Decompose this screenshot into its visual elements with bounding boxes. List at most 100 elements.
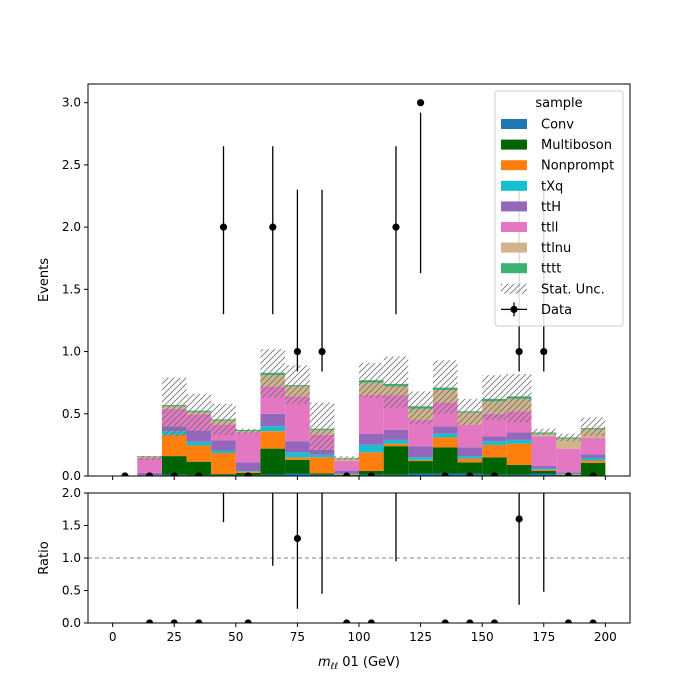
stat-unc-17 bbox=[531, 428, 557, 435]
main-y-tick-label: 1.0 bbox=[62, 345, 81, 359]
data-point-5 bbox=[244, 472, 252, 476]
ratio-point-1 bbox=[170, 619, 178, 623]
bar-tth-7 bbox=[285, 441, 310, 453]
main-y-tick-label: 2.0 bbox=[62, 220, 81, 234]
ratio-x-tick-label: 175 bbox=[532, 630, 555, 644]
legend-label-nonprompt: Nonprompt bbox=[541, 159, 614, 174]
ratio-x-tick-label: 100 bbox=[348, 630, 371, 644]
bar-nonprompt-5 bbox=[235, 471, 261, 473]
main-y-ticks: 0.0 0.5 1.0 1.5 2.0 2.5 3.0 bbox=[62, 96, 88, 483]
bar-multiboson-3 bbox=[186, 461, 212, 476]
stat-unc-7 bbox=[285, 365, 310, 404]
legend-label-data: Data bbox=[541, 303, 572, 318]
ratio-point-2 bbox=[195, 619, 203, 623]
ratio-point-17 bbox=[589, 619, 597, 623]
stat-unc-14 bbox=[457, 398, 483, 425]
bar-multiboson-14 bbox=[457, 462, 483, 474]
ratio-axes-frame bbox=[87, 492, 631, 624]
data-point-10 bbox=[367, 472, 375, 476]
data-point-9 bbox=[343, 472, 351, 476]
x-axis-label-prefix: m bbox=[318, 655, 331, 670]
ratio-point-6 bbox=[293, 534, 302, 543]
legend-swatch-nonprompt bbox=[501, 160, 527, 171]
legend-title: sample bbox=[535, 96, 582, 111]
stat-unc-16 bbox=[506, 373, 532, 423]
legend-label-multiboson: Multiboson bbox=[541, 138, 612, 153]
bar-tth-4 bbox=[211, 440, 236, 451]
bar-ttll-9 bbox=[334, 461, 359, 472]
bar-multiboson-8 bbox=[309, 473, 335, 475]
ratio-y-tick-label: 1.0 bbox=[62, 551, 81, 565]
ratio-point-9 bbox=[367, 619, 375, 623]
bar-nonprompt-4 bbox=[211, 452, 236, 475]
stat-unc-band bbox=[137, 349, 606, 460]
legend-swatch-conv bbox=[501, 119, 527, 129]
data-point-1 bbox=[145, 472, 154, 476]
stat-unc-2 bbox=[161, 377, 187, 437]
stat-unc-9 bbox=[334, 456, 359, 460]
bar-txq-16 bbox=[506, 439, 532, 444]
bar-ttll-14 bbox=[457, 424, 483, 448]
ratio-x-tick-label: 25 bbox=[167, 630, 182, 644]
stat-unc-3 bbox=[186, 393, 212, 432]
ratio-points bbox=[145, 493, 597, 623]
legend-swatch-ttll bbox=[501, 222, 527, 232]
ratio-y-tick-label: 0.5 bbox=[62, 584, 81, 598]
bar-multiboson-12 bbox=[408, 461, 433, 474]
ratio-y-ticks: 0.0 0.5 1.0 1.5 2.0 bbox=[62, 486, 88, 630]
stat-unc-15 bbox=[482, 375, 507, 420]
bar-tth-12 bbox=[408, 446, 433, 458]
bar-conv-7 bbox=[285, 473, 310, 476]
legend-swatch-stat-unc bbox=[501, 283, 527, 294]
legend-label-tth: ttH bbox=[541, 200, 561, 215]
bar-conv-12 bbox=[408, 473, 433, 476]
ratio-y-tick-label: 0.0 bbox=[62, 616, 81, 630]
data-point-16 bbox=[515, 347, 523, 356]
ratio-x-tick-label: 75 bbox=[290, 630, 305, 644]
bar-multiboson-7 bbox=[285, 459, 310, 474]
bar-nonprompt-11 bbox=[383, 443, 409, 447]
legend-label-ttll: ttll bbox=[541, 221, 558, 236]
bar-txq-3 bbox=[186, 441, 212, 446]
bar-multiboson-13 bbox=[432, 447, 458, 474]
bar-nonprompt-17 bbox=[531, 469, 557, 472]
ratio-point-8 bbox=[343, 619, 351, 623]
ratio-point-0 bbox=[145, 619, 154, 623]
bar-conv-17 bbox=[531, 473, 557, 476]
bar-tth-13 bbox=[432, 426, 458, 434]
stat-unc-8 bbox=[309, 402, 335, 453]
bar-tth-19 bbox=[580, 454, 606, 458]
bar-nonprompt-3 bbox=[186, 445, 212, 462]
bar-nonprompt-12 bbox=[408, 459, 433, 462]
ratio-x-tick-label: 200 bbox=[594, 630, 617, 644]
bar-conv-8 bbox=[309, 474, 335, 476]
data-point-11 bbox=[392, 223, 400, 231]
bar-tth-15 bbox=[482, 436, 507, 442]
legend-label-ttlnu: ttlnu bbox=[541, 241, 571, 256]
x-axis-label-suffix: 01 (GeV) bbox=[338, 655, 400, 670]
ratio-x-tick-label: 0 bbox=[109, 630, 117, 644]
bar-txq-10 bbox=[359, 444, 384, 453]
ratio-x-tick-label: 150 bbox=[471, 630, 494, 644]
data-point-4 bbox=[219, 223, 228, 231]
bar-tth-17 bbox=[531, 466, 557, 469]
bar-txq-14 bbox=[457, 456, 483, 459]
bar-ttll-19 bbox=[580, 438, 606, 455]
ratio-y-tick-label: 2.0 bbox=[62, 486, 81, 500]
bar-txq-6 bbox=[260, 426, 286, 432]
bar-txq-7 bbox=[285, 452, 310, 458]
bar-nonprompt-6 bbox=[260, 431, 286, 449]
bar-txq-8 bbox=[309, 454, 335, 458]
legend-swatch-multiboson bbox=[501, 139, 527, 150]
stat-unc-13 bbox=[432, 360, 458, 414]
main-y-tick-label: 1.5 bbox=[62, 282, 81, 296]
legend-swatch-txq bbox=[501, 180, 527, 191]
bar-tth-16 bbox=[506, 432, 532, 440]
bar-ttll-10 bbox=[359, 395, 384, 434]
bar-nonprompt-15 bbox=[482, 444, 507, 458]
data-point-6 bbox=[269, 223, 277, 231]
stat-unc-10 bbox=[359, 362, 384, 398]
bar-multiboson-2 bbox=[161, 456, 187, 475]
main-y-tick-label: 3.0 bbox=[62, 96, 81, 110]
